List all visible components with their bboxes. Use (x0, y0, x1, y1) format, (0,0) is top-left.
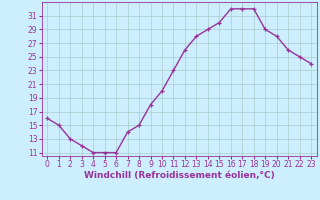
X-axis label: Windchill (Refroidissement éolien,°C): Windchill (Refroidissement éolien,°C) (84, 171, 275, 180)
